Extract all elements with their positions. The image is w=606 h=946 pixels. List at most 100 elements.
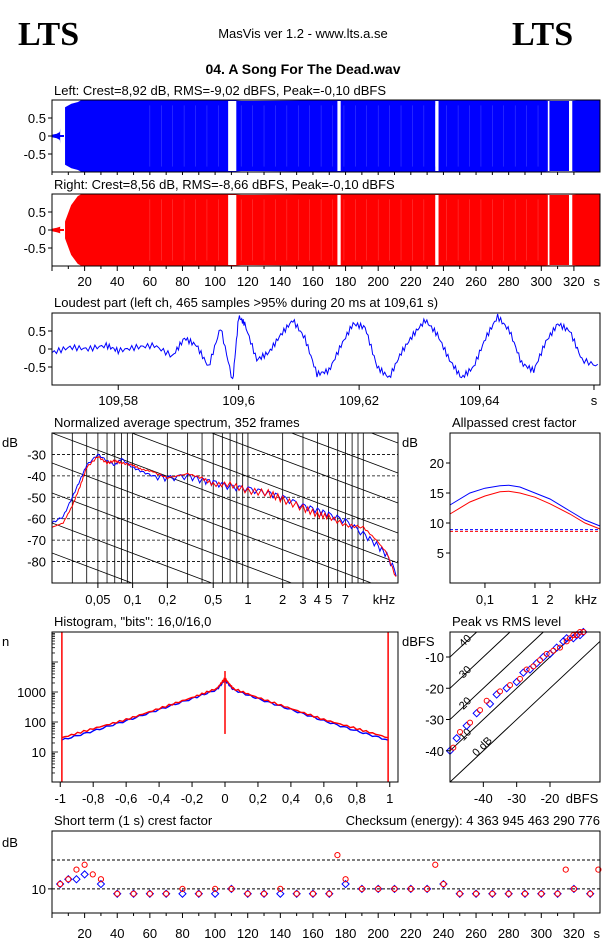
left-waveform: Left: Crest=8,92 dB, RMS=-9,02 dBFS, Pea… — [24, 83, 601, 175]
peak-vs-rms-diag-4 — [450, 640, 600, 782]
short-term-crest-point-0-11 — [210, 889, 220, 898]
logo-left: LTS — [18, 16, 79, 53]
avg-spectrum-title: Normalized average spectrum, 352 frames — [54, 415, 300, 430]
short-term-crest-point-1-0 — [57, 880, 64, 888]
avg-spectrum-ylabel-5: -80 — [27, 555, 46, 570]
short-term-crest-xlabel-2: 60 — [143, 926, 157, 941]
loudest-part-ylabel-1: 0 — [39, 342, 46, 357]
short-term-crest-ylabel-0: 10 — [32, 882, 46, 897]
histogram-xlabel-8: 0,6 — [315, 791, 333, 806]
peak-vs-rms-point-1-5 — [497, 688, 503, 695]
peak-vs-rms-ylabel-3: -40 — [425, 744, 444, 759]
allpassed-crest: Allpassed crest factor dB 20 15 10 5 0,1 1 2 kHz — [402, 415, 601, 607]
avg-spectrum-ylabel-2: -50 — [27, 490, 46, 505]
left-waveform-title: Left: Crest=8,92 dB, RMS=-9,02 dBFS, Pea… — [54, 83, 386, 98]
histogram-xlabel-5: 0 — [221, 791, 228, 806]
short-term-crest-checksum: Checksum (energy): 4 363 945 463 290 776 — [346, 813, 600, 828]
short-term-crest-xlabel-11: 240 — [433, 926, 455, 941]
avg-spectrum-slant--3 — [290, 433, 398, 474]
short-term-crest-point-0-2 — [72, 874, 81, 884]
loudest-part-xlabel-2: 109,62 — [339, 393, 379, 408]
short-term-crest-point-1-17 — [293, 890, 300, 897]
avg-spectrum-grid — [52, 253, 398, 583]
avg-spectrum-ylabel-0: -30 — [27, 447, 46, 462]
avg-spectrum-xlabel-3: 0,5 — [204, 592, 222, 607]
allpassed-crest-ylabel-3: 5 — [437, 546, 444, 561]
short-term-crest-point-1-14 — [244, 890, 251, 897]
short-term-crest-point-1-26 — [424, 885, 431, 892]
peak-vs-rms-point-0-2 — [462, 721, 471, 730]
peak-vs-rms-yunit: dBFS — [402, 634, 435, 649]
peak-vs-rms-point-1-13 — [557, 644, 563, 651]
left-waveform-ylabel-0: 0.5 — [28, 111, 46, 126]
short-term-crest-point-1-7 — [130, 890, 137, 897]
short-term-crest-point-1-21 — [342, 876, 349, 883]
left-waveform-gap-4 — [547, 101, 550, 171]
short-term-crest-point-1-11 — [195, 890, 202, 897]
short-term-crest-point-1-1 — [65, 876, 72, 883]
histogram-xlabel-0: -1 — [54, 791, 66, 806]
loudest-part-line — [51, 313, 599, 380]
histogram-xlabel-6: 0,2 — [249, 791, 267, 806]
short-term-crest-point-1-33 — [521, 890, 529, 897]
peak-vs-rms-point-1-11 — [543, 650, 550, 657]
short-term-crest-point-1-29 — [456, 890, 463, 897]
short-term-crest-point-1-13 — [228, 885, 235, 892]
short-term-crest-point-1-15 — [260, 890, 268, 897]
avg-spectrum-slant-4 — [52, 552, 133, 583]
right-waveform-xlabel-2: 60 — [143, 274, 157, 289]
histogram-title: Histogram, "bits": 16,0/16,0 — [54, 614, 211, 629]
right-waveform: Right: Crest=8,56 dB, RMS=-8,66 dBFS, Pe… — [24, 177, 601, 289]
avg-spectrum-slant--1 — [130, 433, 398, 534]
left-waveform-gap-3 — [435, 101, 439, 171]
allpassed-crest-xlabel-1: 1 — [531, 592, 538, 607]
right-waveform-gap-1 — [228, 195, 237, 265]
right-waveform-title: Right: Crest=8,56 dB, RMS=-8,66 dBFS, Pe… — [54, 177, 395, 192]
allpassed-crest-xlabel-2: 2 — [546, 592, 553, 607]
histogram-xlabel-4: -0,2 — [181, 791, 203, 806]
short-term-crest-point-1-28 — [440, 880, 447, 888]
right-waveform-xlabel-6: 140 — [269, 274, 291, 289]
short-term-crest-point-1-20 — [334, 852, 341, 859]
histogram-yunit: n — [2, 634, 9, 649]
peak-vs-rms-xlabel-1: -30 — [507, 791, 526, 806]
loudest-part-xlabel-4: s — [591, 393, 598, 408]
short-term-crest-point-1-31 — [489, 890, 496, 897]
peak-vs-rms-point-0-11 — [539, 652, 548, 662]
short-term-crest-point-1-2 — [73, 866, 80, 873]
peak-vs-rms-point-0-0 — [445, 746, 455, 755]
right-waveform-xlabel-10: 220 — [400, 274, 422, 289]
right-waveform-xlabel-4: 100 — [204, 274, 226, 289]
avg-spectrum-slant--6 — [52, 253, 398, 383]
peak-vs-rms-diag-label-0: 40 — [457, 633, 474, 650]
right-waveform-xlabel-7: 160 — [302, 274, 324, 289]
peak-vs-rms-ylabel-0: -10 — [425, 650, 444, 665]
peak-vs-rms-point-1-2 — [467, 719, 473, 726]
avg-spectrum-xlabel-10: kHz — [373, 592, 395, 607]
left-waveform-gap-1 — [228, 101, 237, 171]
short-term-crest-xlabel-3: 80 — [175, 926, 189, 941]
peak-vs-rms-point-1-16 — [570, 632, 577, 639]
short-term-crest-point-1-12 — [211, 885, 219, 892]
allpassed-crest-yunit: dB — [402, 435, 418, 450]
avg-spectrum-frame — [51, 432, 399, 584]
avg-spectrum-xlabel-4: 1 — [244, 592, 251, 607]
short-term-crest-xlabel-0: 20 — [77, 926, 91, 941]
histogram-ylabel-2: 10 — [32, 745, 46, 760]
loudest-part-ylabel-2: -0.5 — [24, 360, 46, 375]
peak-vs-rms-xlabel-0: -40 — [474, 791, 493, 806]
peak-vs-rms-diag-label-4: 0 dB — [470, 735, 494, 759]
peak-vs-rms-diag-label-1: 30 — [457, 664, 474, 681]
peak-vs-rms-frame — [449, 631, 601, 783]
peak-vs-rms-point-1-14 — [563, 638, 570, 645]
peak-vs-rms-point-0-5 — [492, 690, 501, 699]
avg-spectrum-xlabel-8: 5 — [325, 592, 332, 607]
right-waveform-xlabel-8: 180 — [335, 274, 357, 289]
right-waveform-xlabel-14: 300 — [530, 274, 552, 289]
allpassed-crest-ylabel-0: 20 — [430, 456, 444, 471]
allpassed-crest-series-0 — [449, 484, 601, 527]
short-term-crest-point-0-15 — [276, 889, 285, 898]
right-waveform-ylabel-1: 0 — [39, 223, 46, 238]
short-term-crest-frame — [51, 830, 601, 914]
